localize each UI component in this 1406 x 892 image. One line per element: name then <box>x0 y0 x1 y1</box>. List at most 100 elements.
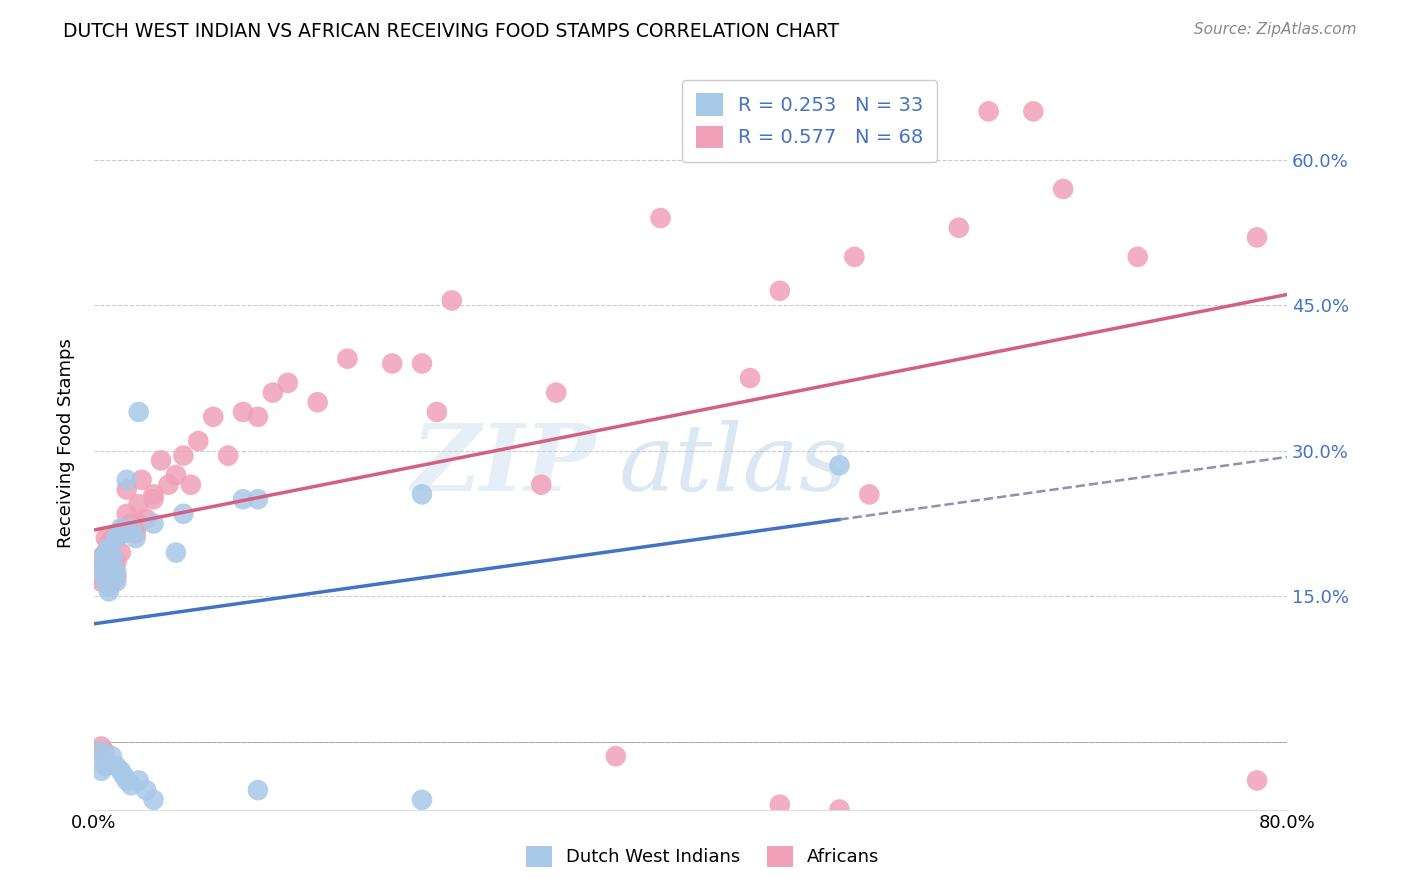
Point <box>105 531 128 545</box>
Point <box>105 555 128 569</box>
Point <box>411 487 433 501</box>
Point <box>97 536 120 550</box>
Point <box>93 555 115 569</box>
Point <box>128 516 150 531</box>
Point <box>90 739 112 754</box>
Point <box>110 545 132 559</box>
Point <box>94 545 117 559</box>
Point <box>165 468 187 483</box>
Point <box>101 560 124 574</box>
Point <box>90 570 112 584</box>
Point <box>128 773 150 788</box>
Point <box>97 580 120 594</box>
Point <box>232 492 254 507</box>
Point <box>93 744 115 758</box>
Point <box>97 541 120 555</box>
Point <box>90 565 112 579</box>
Point <box>440 293 463 308</box>
Legend: Dutch West Indians, Africans: Dutch West Indians, Africans <box>519 838 887 874</box>
Point <box>97 570 120 584</box>
Point <box>277 376 299 390</box>
Point <box>97 545 120 559</box>
Point <box>605 749 627 764</box>
Point <box>142 492 165 507</box>
Point <box>110 764 132 778</box>
Point <box>120 778 142 792</box>
Point <box>172 449 194 463</box>
Point <box>110 526 132 541</box>
Point <box>262 385 284 400</box>
Point <box>105 565 128 579</box>
Point <box>246 492 269 507</box>
Point <box>94 759 117 773</box>
Point <box>202 409 225 424</box>
Point <box>769 284 792 298</box>
Point <box>101 749 124 764</box>
Point <box>120 516 142 531</box>
Point <box>426 405 449 419</box>
Point <box>110 526 132 541</box>
Point <box>307 395 329 409</box>
Point <box>1246 230 1268 244</box>
Point <box>97 565 120 579</box>
Point <box>105 574 128 589</box>
Point <box>246 409 269 424</box>
Point <box>738 371 761 385</box>
Y-axis label: Receiving Food Stamps: Receiving Food Stamps <box>58 339 75 549</box>
Point <box>90 555 112 569</box>
Point <box>94 565 117 579</box>
Point <box>105 570 128 584</box>
Point <box>112 769 135 783</box>
Point <box>187 434 209 448</box>
Point <box>828 458 851 473</box>
Point <box>105 531 128 545</box>
Point <box>142 516 165 531</box>
Point <box>172 507 194 521</box>
Point <box>115 773 138 788</box>
Point <box>101 555 124 569</box>
Point <box>150 453 173 467</box>
Point <box>948 220 970 235</box>
Point <box>115 507 138 521</box>
Point <box>101 574 124 589</box>
Point <box>650 211 672 225</box>
Point <box>103 531 125 545</box>
Point <box>530 477 553 491</box>
Point <box>94 531 117 545</box>
Point <box>97 580 120 594</box>
Point <box>1126 250 1149 264</box>
Point <box>411 793 433 807</box>
Point <box>93 550 115 565</box>
Point <box>411 357 433 371</box>
Point <box>858 487 880 501</box>
Point <box>165 545 187 559</box>
Text: ZIP: ZIP <box>411 420 595 510</box>
Point <box>135 783 157 797</box>
Point <box>142 793 165 807</box>
Point <box>93 555 115 569</box>
Point <box>112 526 135 541</box>
Point <box>97 584 120 599</box>
Point <box>120 521 142 535</box>
Point <box>115 473 138 487</box>
Point <box>125 531 148 545</box>
Point <box>103 550 125 565</box>
Point <box>115 483 138 497</box>
Point <box>769 797 792 812</box>
Point <box>1246 773 1268 788</box>
Text: Source: ZipAtlas.com: Source: ZipAtlas.com <box>1194 22 1357 37</box>
Point <box>131 473 153 487</box>
Text: atlas: atlas <box>619 420 848 510</box>
Point <box>128 497 150 511</box>
Point <box>101 574 124 589</box>
Point <box>128 405 150 419</box>
Point <box>94 570 117 584</box>
Text: DUTCH WEST INDIAN VS AFRICAN RECEIVING FOOD STAMPS CORRELATION CHART: DUTCH WEST INDIAN VS AFRICAN RECEIVING F… <box>63 22 839 41</box>
Point <box>1022 104 1045 119</box>
Point <box>546 385 568 400</box>
Point <box>180 477 202 491</box>
Point <box>90 744 112 758</box>
Point <box>157 477 180 491</box>
Point <box>232 405 254 419</box>
Point <box>97 545 120 559</box>
